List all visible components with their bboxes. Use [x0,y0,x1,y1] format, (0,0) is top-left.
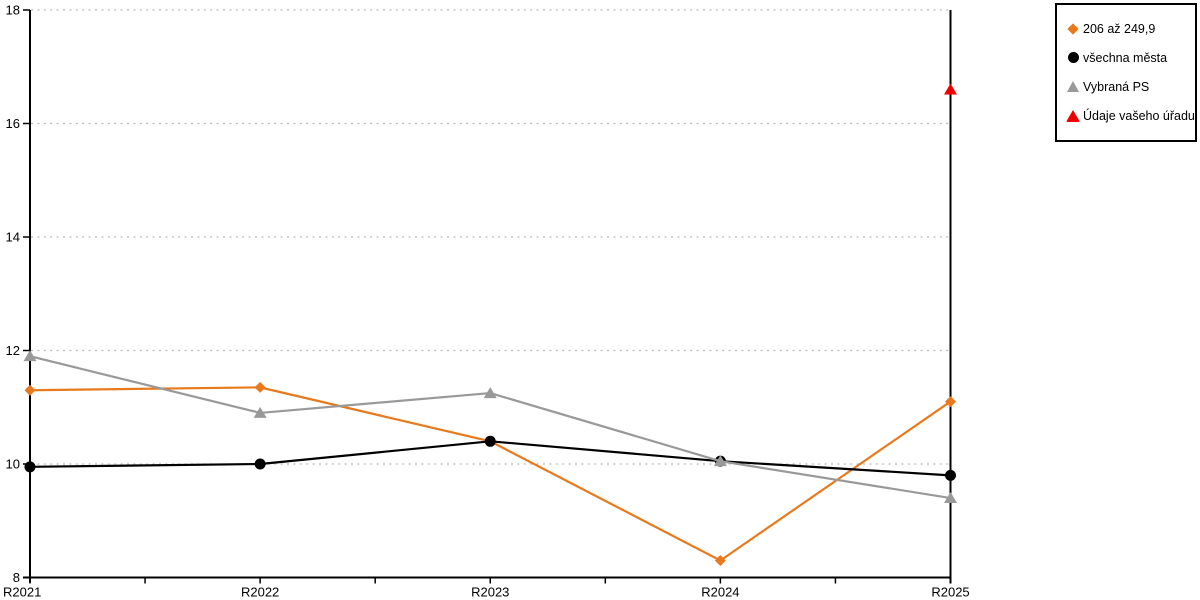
red-triangle-icon [1065,109,1081,122]
vsechna-mesta-point-R2022 [254,458,266,470]
vybrana-ps-point-R2022 [253,406,267,418]
chart-legend: 206 až 249,9 všechna města Vybraná PS Úd… [1055,3,1197,142]
y-tick-label: 10 [6,457,20,472]
legend-label: 206 až 249,9 [1083,21,1156,36]
vybrana-ps-point-R2024 [713,455,727,467]
x-tick-label: R2021 [3,585,41,600]
series-line-206-az-249-9 [29,386,952,562]
x-tick-label: R2022 [241,585,279,600]
vsechna-mesta-point-R2025 [945,469,956,481]
black-circle-icon [1065,52,1081,63]
vsechna-mesta-point-R2023 [484,435,496,447]
vybrana-ps-point-R2021 [23,350,37,362]
x-tick-label: R2023 [471,585,509,600]
206-az-249-9-point-R2021 [24,384,36,396]
y-tick-label: 18 [6,3,20,18]
vybrana-ps-point-R2025 [944,492,957,504]
legend-item-206-az-249-9: 206 až 249,9 [1065,14,1187,43]
x-tick-label: R2024 [701,585,739,600]
gray-triangle-icon [1065,81,1081,92]
orange-diamond-icon [1065,22,1081,35]
206-az-249-9-point-R2024 [714,554,726,566]
vybrana-ps-point-R2023 [483,387,497,399]
vsechna-mesta-point-R2021 [24,461,36,473]
legend-item-vybrana-ps: Vybraná PS [1065,72,1187,101]
udaje-vaseho-uradu-point-R2025 [944,83,957,95]
206-az-249-9-point-R2022 [254,381,266,393]
x-tick-label: R2025 [931,585,969,600]
y-tick-label: 14 [6,230,20,245]
y-tick-label: 8 [13,570,20,585]
legend-label: Údaje vašeho úřadu [1083,108,1195,123]
series-line-vybrana-ps [29,355,951,500]
legend-item-udaje-vaseho-uradu: Údaje vašeho úřadu [1065,101,1195,130]
y-tick-label: 16 [6,116,20,131]
legend-item-vsechna-mesta: všechna města [1065,43,1187,72]
206-az-249-9-point-R2025 [945,396,956,408]
legend-label: Vybraná PS [1083,79,1150,94]
legend-label: všechna města [1083,50,1168,65]
y-tick-label: 12 [6,343,20,358]
